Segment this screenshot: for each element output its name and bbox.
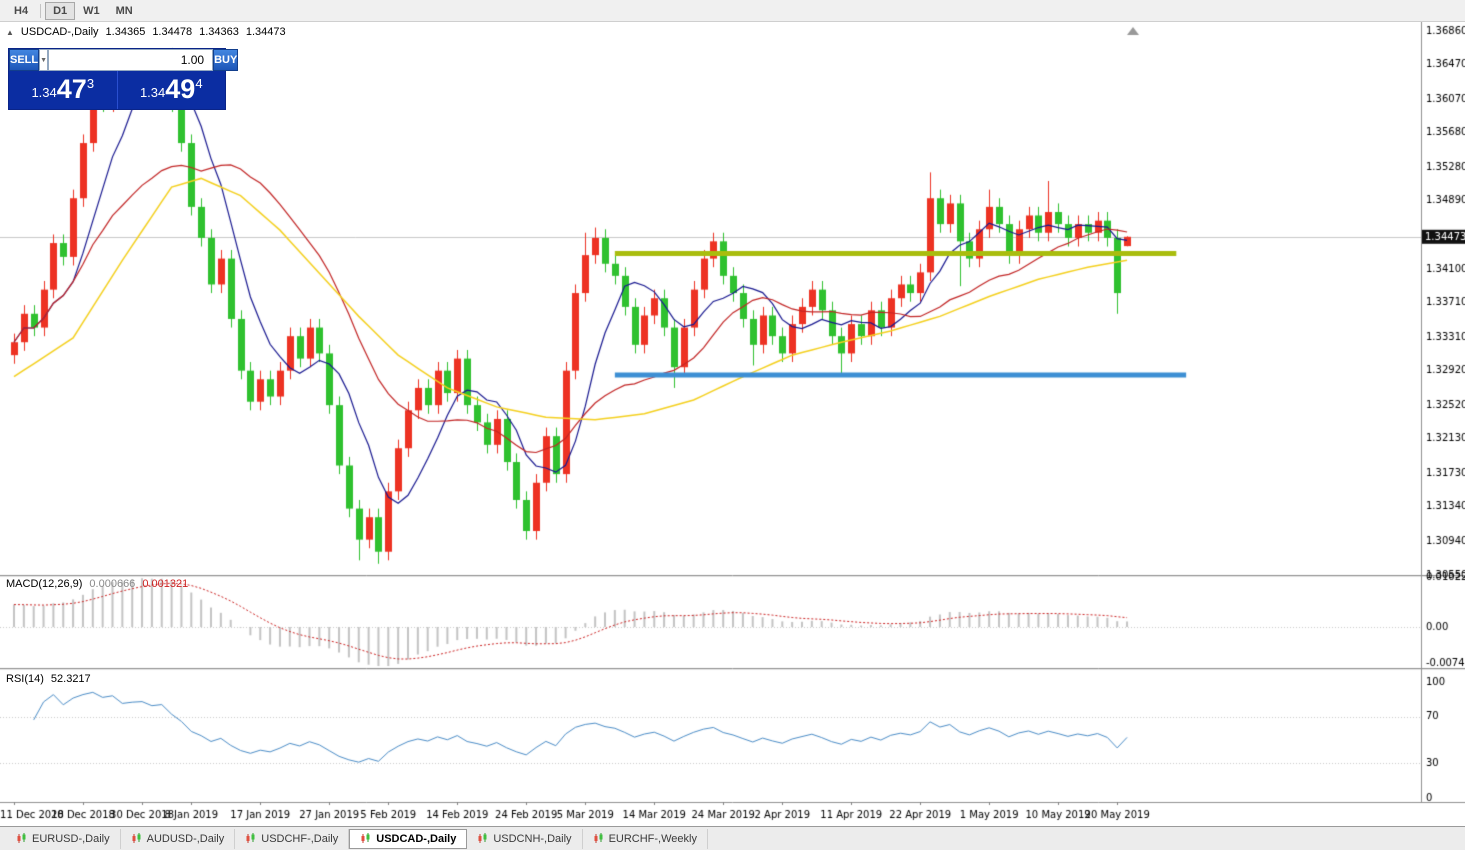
- toolbar: H4 D1 W1 MN: [0, 0, 1465, 22]
- timeframe-button-mn[interactable]: MN: [108, 2, 141, 20]
- macd-indicator-label: MACD(12,26,9) 0.000666 0.001321: [6, 578, 188, 590]
- chevron-down-icon: ▼: [40, 56, 48, 64]
- candlestick-icon: [132, 833, 141, 843]
- tab-label: AUDUSD-,Daily: [146, 832, 225, 845]
- collapse-trade-panel-icon[interactable]: ▲: [6, 27, 14, 37]
- chart-tab-audusd[interactable]: AUDUSD-,Daily: [121, 828, 236, 849]
- macd-signal-value: 0.001321: [142, 578, 189, 590]
- symbol-title: USDCAD-,Daily: [20, 26, 99, 38]
- bid-quote[interactable]: 1.34 47 3: [9, 71, 117, 109]
- trade-panel-quotes: 1.34 47 3 1.34 49 4: [9, 71, 225, 109]
- toolbar-separator: [40, 3, 42, 18]
- ask-price-point: 4: [195, 76, 203, 91]
- buy-button[interactable]: BUY: [213, 49, 239, 71]
- rsi-indicator-label: RSI(14) 52.3217: [6, 673, 91, 685]
- bid-price-prefix: 1.34: [31, 85, 57, 100]
- rsi-name: RSI(14): [6, 673, 44, 685]
- rsi-value: 52.3217: [50, 673, 91, 685]
- ohlc-open: 1.34365: [105, 26, 146, 38]
- chart-canvas[interactable]: [0, 22, 1465, 826]
- chart-area: ▲ USDCAD-,Daily 1.34365 1.34478 1.34363 …: [0, 22, 1465, 826]
- chart-tabs-bar: EURUSD-,Daily AUDUSD-,Daily USDCHF-,Daily U…: [0, 826, 1465, 850]
- timeframe-button-h4[interactable]: H4: [6, 2, 36, 20]
- ohlc-low: 1.34363: [199, 26, 239, 38]
- tab-label: USDCNH-,Daily: [493, 832, 572, 845]
- candlestick-icon: [246, 833, 255, 843]
- ohlc-close: 1.34473: [245, 26, 286, 38]
- candlestick-icon: [594, 833, 603, 843]
- chart-tab-eurchf[interactable]: EURCHF-,Weekly: [583, 828, 708, 849]
- tab-label: EURCHF-,Weekly: [608, 832, 697, 845]
- toolbar-buttons: H4 D1 W1 MN: [6, 1, 141, 20]
- ask-price-pips: 49: [165, 74, 196, 104]
- volume-dropdown[interactable]: ▼: [39, 49, 49, 71]
- chart-tab-eurusd[interactable]: EURUSD-,Daily: [6, 828, 121, 849]
- chart-tab-usdcad[interactable]: USDCAD-,Daily: [349, 828, 468, 849]
- candlestick-icon: [478, 833, 487, 843]
- timeframe-button-d1[interactable]: D1: [45, 1, 76, 20]
- chart-tab-usdchf[interactable]: USDCHF-,Daily: [235, 828, 350, 849]
- ask-quote[interactable]: 1.34 49 4: [118, 71, 226, 109]
- sell-button[interactable]: SELL: [9, 49, 40, 71]
- candlestick-icon: [361, 833, 370, 843]
- bid-price-pips: 47: [56, 74, 87, 104]
- volume-input[interactable]: [48, 49, 214, 71]
- chart-tab-usdcnh[interactable]: USDCNH-,Daily: [467, 828, 583, 849]
- quote-divider: [116, 71, 118, 109]
- ask-price-prefix: 1.34: [139, 85, 166, 100]
- trade-panel-controls: SELL ▼ BUY: [9, 49, 239, 71]
- bid-price-point: 3: [86, 76, 95, 91]
- ohlc-high: 1.34478: [152, 26, 193, 38]
- tab-label: USDCAD-,Daily: [376, 832, 457, 845]
- tab-label: USDCHF-,Daily: [261, 832, 339, 845]
- macd-main-value: 0.000666: [89, 578, 136, 590]
- timeframe-button-w1[interactable]: W1: [75, 2, 108, 20]
- symbol-header: ▲ USDCAD-,Daily 1.34365 1.34478 1.34363 …: [6, 26, 286, 38]
- candlestick-icon: [17, 833, 26, 843]
- tab-label: EURUSD-,Daily: [32, 832, 110, 845]
- macd-name: MACD(12,26,9): [6, 578, 83, 590]
